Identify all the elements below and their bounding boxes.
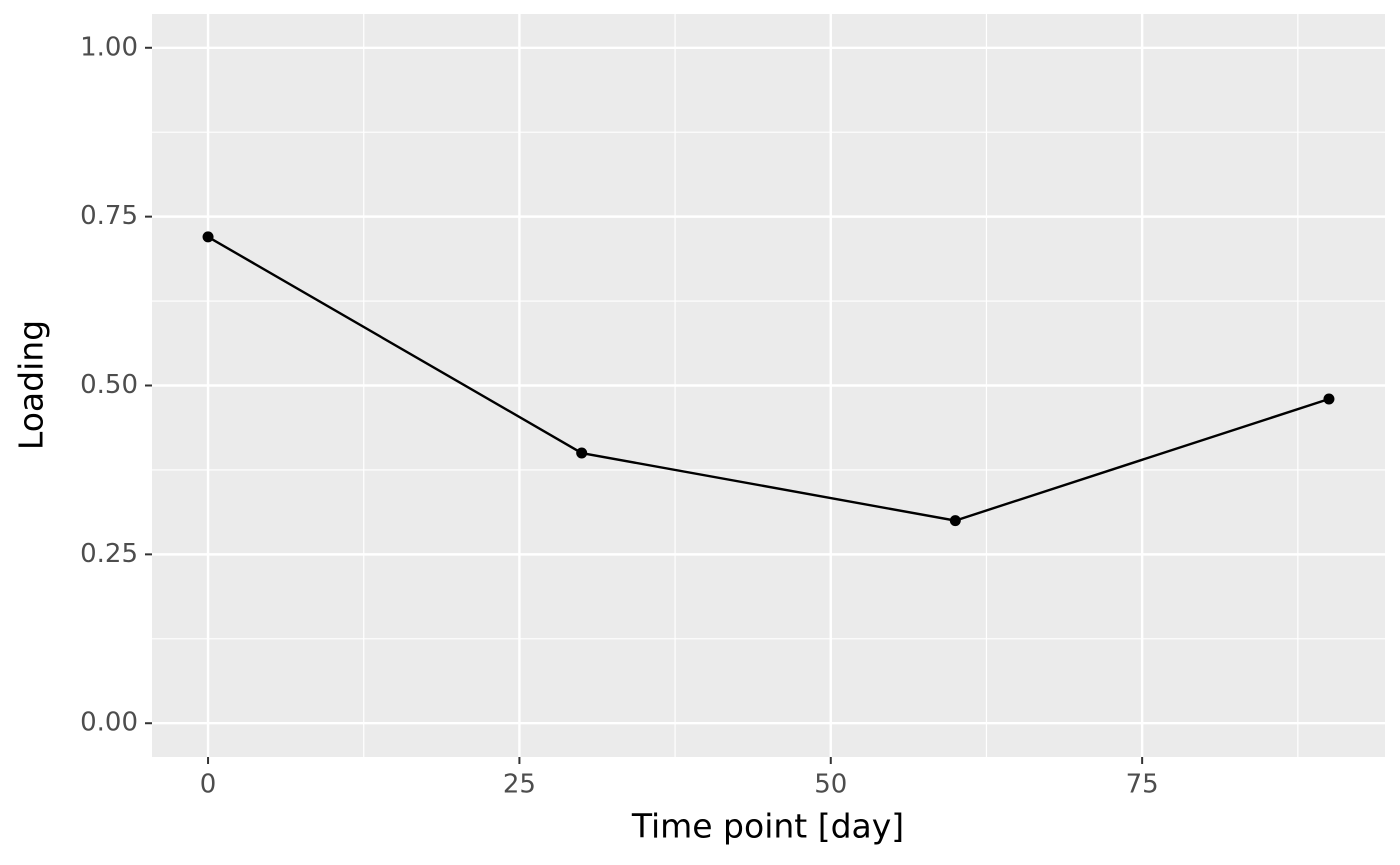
point	[202, 231, 214, 243]
x-tick-label: 50	[814, 770, 847, 800]
y-tick-label: 0.25	[80, 539, 138, 569]
x-tick-label: 0	[200, 770, 217, 800]
y-axis-title: Loading	[12, 320, 51, 450]
point	[1323, 393, 1335, 405]
x-tick-label: 25	[503, 770, 536, 800]
line	[207, 235, 1330, 522]
point	[949, 515, 961, 527]
x-axis-title: Time point [day]	[631, 807, 904, 846]
x-tick-label: 75	[1126, 770, 1159, 800]
y-tick-label: 1.00	[80, 32, 138, 62]
y-tick-label: 0.00	[80, 708, 138, 738]
y-tick-label: 0.50	[80, 370, 138, 400]
y-tick-label: 0.75	[80, 201, 138, 231]
point	[576, 447, 588, 459]
